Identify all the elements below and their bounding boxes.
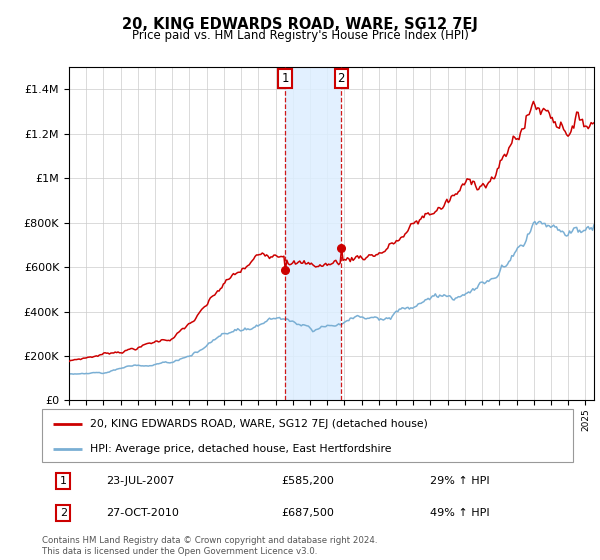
Text: £687,500: £687,500 (281, 508, 334, 518)
Text: 29% ↑ HPI: 29% ↑ HPI (430, 476, 489, 486)
Text: 20, KING EDWARDS ROAD, WARE, SG12 7EJ: 20, KING EDWARDS ROAD, WARE, SG12 7EJ (122, 17, 478, 32)
Text: 27-OCT-2010: 27-OCT-2010 (106, 508, 179, 518)
Text: 49% ↑ HPI: 49% ↑ HPI (430, 508, 489, 518)
Text: 2: 2 (59, 508, 67, 518)
Text: 2: 2 (338, 72, 345, 85)
Text: £585,200: £585,200 (281, 476, 334, 486)
Text: Price paid vs. HM Land Registry's House Price Index (HPI): Price paid vs. HM Land Registry's House … (131, 29, 469, 42)
Bar (285, 67, 341, 400)
Text: 1: 1 (60, 476, 67, 486)
FancyBboxPatch shape (42, 409, 573, 462)
Text: 20, KING EDWARDS ROAD, WARE, SG12 7EJ (detached house): 20, KING EDWARDS ROAD, WARE, SG12 7EJ (d… (90, 419, 428, 429)
Text: Contains HM Land Registry data © Crown copyright and database right 2024.
This d: Contains HM Land Registry data © Crown c… (42, 536, 377, 556)
Text: 1: 1 (281, 72, 289, 85)
Text: HPI: Average price, detached house, East Hertfordshire: HPI: Average price, detached house, East… (90, 444, 391, 454)
Text: 23-JUL-2007: 23-JUL-2007 (106, 476, 174, 486)
